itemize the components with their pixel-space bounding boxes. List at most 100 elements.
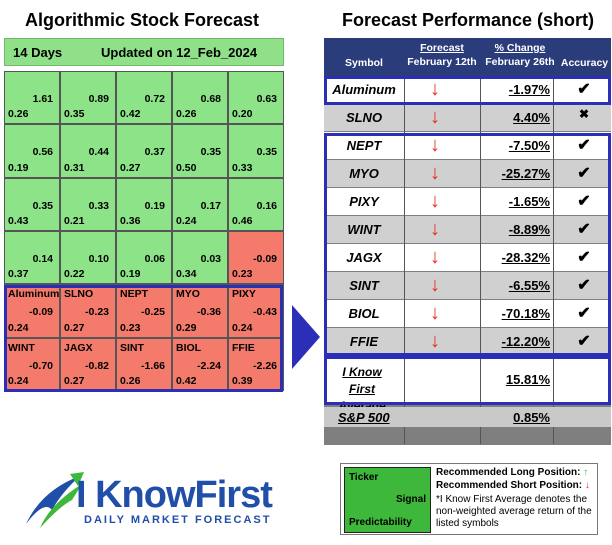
legend-short: Recommended Short Position: ↓ — [436, 480, 590, 491]
header-accuracy: Accuracy — [560, 57, 609, 69]
cell-symbol: NEPT — [120, 288, 149, 301]
forecast-arrow-icon: ↓ — [430, 162, 440, 184]
cell-signal: 0.19 — [144, 199, 165, 212]
cell-signal: 0.68 — [200, 93, 221, 105]
cell-symbol: WINT — [8, 341, 35, 354]
cell-signal: 0.35 — [256, 146, 277, 159]
cell-predictability: 0.24 — [8, 321, 29, 334]
cell-signal: 0.16 — [256, 199, 277, 212]
cell-predictability: 0.21 — [64, 214, 85, 227]
average-value: 15.81% — [505, 372, 550, 387]
cell-predictability: 0.24 — [176, 214, 197, 227]
cell-symbol: BIOL — [176, 341, 202, 354]
cell-predictability: 0.42 — [120, 108, 141, 121]
grid-cell: 0.06 0.19 — [116, 230, 172, 285]
accuracy-icon: ✔ — [577, 249, 591, 266]
cell-symbol: SLNO — [64, 288, 94, 301]
table-row: NEPT ↓ -7.50% ✔ — [324, 132, 611, 159]
row-change: -7.50% — [508, 138, 550, 153]
cell-predictability: 0.36 — [120, 214, 141, 227]
cell-predictability: 0.26 — [176, 108, 197, 121]
cell-predictability: 0.19 — [120, 268, 141, 281]
accuracy-icon: ✖ — [578, 107, 590, 121]
cell-signal: 0.63 — [256, 93, 277, 105]
cell-signal: -0.09 — [29, 306, 53, 319]
grid-cell: 0.37 0.27 — [116, 124, 172, 178]
legend-key: Ticker Signal Predictability — [344, 467, 431, 533]
accuracy-icon: ✔ — [577, 81, 591, 98]
row-change: -1.65% — [508, 194, 550, 209]
cell-signal: -1.66 — [141, 359, 165, 372]
cell-predictability: 0.19 — [8, 161, 29, 174]
forecast-subheader: 14 Days Updated on 12_Feb_2024 — [4, 38, 284, 66]
table-row: PIXY ↓ -1.65% ✔ — [324, 188, 611, 215]
cell-signal: 0.35 — [32, 199, 53, 212]
cell-predictability: 0.31 — [64, 161, 85, 174]
updated-label: Updated on 12_Feb_2024 — [101, 45, 258, 60]
table-row: FFIE ↓ -12.20% ✔ — [324, 328, 611, 355]
row-symbol: WINT — [347, 222, 381, 237]
forecast-arrow-icon: ↓ — [430, 246, 440, 268]
accuracy-icon: ✔ — [577, 305, 591, 322]
cell-predictability: 0.26 — [120, 374, 141, 387]
cell-signal: 0.03 — [200, 252, 221, 265]
row-symbol: SLNO — [345, 110, 383, 125]
sp500-value: 0.85% — [513, 410, 550, 425]
sp500-label: S&P 500 — [338, 410, 390, 425]
grid-cell: 0.68 0.26 — [172, 71, 228, 125]
grid-cell: 0.10 0.22 — [60, 230, 116, 285]
grid-cell: 0.03 0.34 — [172, 230, 228, 285]
arrow-down-icon: ↓ — [584, 480, 590, 491]
logo-brand: I KnowFirst — [76, 474, 273, 516]
cell-predictability: 0.27 — [120, 161, 141, 174]
row-change: -1.97% — [508, 82, 550, 97]
cell-predictability: 0.42 — [176, 374, 197, 387]
cell-signal: -0.43 — [253, 306, 277, 319]
table-row: SINT ↓ -6.55% ✔ — [324, 272, 611, 299]
average-box — [324, 356, 611, 405]
cell-predictability: 0.27 — [64, 374, 85, 387]
logo: I KnowFirst DAILY MARKET FORECAST — [22, 470, 282, 530]
forecast-arrow-icon: ↓ — [430, 302, 440, 324]
grid-cell: 0.16 0.46 — [228, 177, 284, 231]
row-change: -8.89% — [508, 222, 550, 237]
cell-predictability: 0.29 — [176, 321, 197, 334]
sp500-row: S&P 500 0.85% — [324, 407, 611, 427]
row-symbol: MYO — [349, 166, 379, 181]
table-header: Symbol Forecast February 12th % Change F… — [324, 38, 611, 76]
cell-predictability: 0.50 — [176, 161, 197, 174]
logo-tagline: DAILY MARKET FORECAST — [84, 514, 272, 526]
forecast-arrow-icon: ↓ — [430, 330, 440, 352]
cell-predictability: 0.33 — [232, 161, 253, 174]
grid-cell: 0.44 0.31 — [60, 124, 116, 178]
grid-cell: SINT -1.66 0.26 — [116, 337, 172, 391]
grid-cell: 0.19 0.36 — [116, 177, 172, 231]
cell-signal: 0.33 — [88, 199, 109, 212]
forecast-arrow-icon: ↓ — [430, 190, 440, 212]
grid-cell: 0.63 0.20 — [228, 71, 284, 125]
cell-predictability: 0.35 — [64, 108, 85, 121]
cell-signal: -0.25 — [141, 306, 165, 319]
short-selection-box — [4, 285, 283, 392]
aluminum-box — [324, 76, 611, 105]
grid-cell: 0.33 0.21 — [60, 177, 116, 231]
grid-cell: 0.14 0.37 — [4, 230, 60, 285]
cell-predictability: 0.23 — [232, 268, 253, 281]
accuracy-icon: ✔ — [577, 137, 591, 154]
forecast-arrow-icon: ↓ — [430, 78, 440, 100]
table-row: BIOL ↓ -70.18% ✔ — [324, 300, 611, 327]
cell-predictability: 0.46 — [232, 214, 253, 227]
left-title: Algorithmic Stock Forecast — [24, 10, 260, 30]
cell-symbol: SINT — [120, 341, 144, 354]
cell-predictability: 0.20 — [232, 108, 253, 121]
cell-symbol: MYO — [176, 288, 200, 301]
grid-cell: Aluminum -0.09 0.24 — [4, 284, 60, 338]
header-symbol: Symbol — [345, 57, 383, 69]
grid-cell: NEPT -0.25 0.23 — [116, 284, 172, 338]
forecast-arrow-icon: ↓ — [430, 274, 440, 296]
grid-cell: 0.35 0.43 — [4, 177, 60, 231]
arrow-up-icon: ↑ — [583, 467, 589, 478]
grid-cell: 0.35 0.50 — [172, 124, 228, 178]
row-change: -70.18% — [501, 306, 550, 321]
cell-signal: -0.09 — [253, 252, 277, 265]
